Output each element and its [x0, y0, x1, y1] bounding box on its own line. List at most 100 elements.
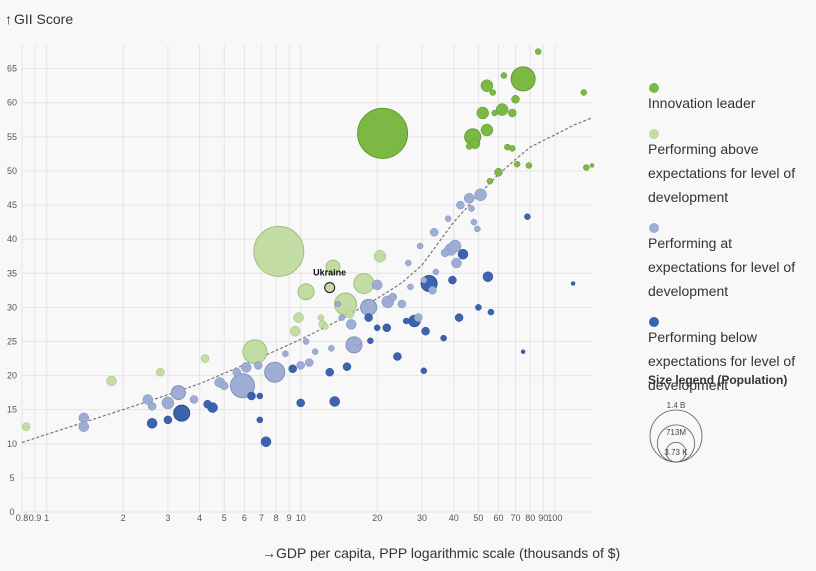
data-point-at[interactable]: [416, 242, 424, 250]
data-point-below[interactable]: [482, 271, 494, 282]
data-point-at[interactable]: [304, 358, 314, 367]
data-point-at[interactable]: [345, 319, 357, 330]
data-point-at[interactable]: [440, 248, 450, 258]
data-point-below[interactable]: [402, 317, 410, 325]
data-point-above[interactable]: [21, 422, 31, 431]
data-point-above[interactable]: [322, 323, 329, 330]
data-point-at[interactable]: [240, 362, 252, 373]
data-point-below[interactable]: [256, 416, 264, 424]
data-point-leader[interactable]: [583, 164, 590, 171]
data-point-leader[interactable]: [476, 106, 489, 120]
data-point-leader[interactable]: [510, 66, 536, 92]
data-point-at[interactable]: [302, 338, 310, 345]
data-point-below[interactable]: [364, 313, 373, 322]
data-point-at[interactable]: [78, 412, 90, 424]
data-point-below[interactable]: [475, 304, 482, 311]
data-point-below[interactable]: [524, 213, 531, 220]
data-point-at[interactable]: [353, 337, 362, 346]
data-point-below[interactable]: [163, 415, 173, 425]
data-point-at[interactable]: [405, 259, 412, 267]
data-point-at[interactable]: [264, 361, 286, 383]
data-point-leader[interactable]: [480, 79, 494, 92]
data-point-at[interactable]: [397, 299, 407, 309]
data-point-below[interactable]: [382, 323, 392, 333]
data-point-below[interactable]: [420, 367, 428, 375]
data-point-leader[interactable]: [511, 95, 520, 104]
data-point-below[interactable]: [260, 436, 272, 447]
data-point-at[interactable]: [170, 385, 186, 401]
data-point-below[interactable]: [520, 349, 526, 354]
data-point-leader[interactable]: [357, 107, 409, 159]
data-point-below[interactable]: [373, 324, 381, 332]
data-point-leader[interactable]: [494, 168, 503, 177]
data-point-above[interactable]: [289, 325, 301, 337]
data-point-leader[interactable]: [534, 48, 542, 55]
data-point-leader[interactable]: [491, 109, 498, 117]
data-point-above[interactable]: [317, 314, 325, 321]
data-point-at[interactable]: [232, 367, 242, 377]
data-point-above[interactable]: [200, 354, 210, 363]
data-point-at[interactable]: [468, 205, 475, 212]
data-point-above[interactable]: [253, 225, 305, 277]
data-point-at[interactable]: [338, 314, 346, 321]
data-point-at[interactable]: [334, 300, 342, 308]
data-point-at[interactable]: [142, 394, 154, 405]
data-point-below[interactable]: [393, 352, 402, 361]
data-point-leader[interactable]: [495, 103, 509, 116]
data-point-leader[interactable]: [489, 89, 497, 96]
data-point-below[interactable]: [457, 248, 469, 260]
data-point-at[interactable]: [282, 350, 289, 358]
data-point-above[interactable]: [334, 292, 357, 316]
data-point-at[interactable]: [311, 348, 319, 355]
data-point-at[interactable]: [230, 373, 255, 399]
data-point-below[interactable]: [448, 275, 457, 285]
data-point-below[interactable]: [256, 392, 264, 400]
data-point-above[interactable]: [242, 339, 268, 365]
data-point-below[interactable]: [325, 367, 334, 377]
data-point-below[interactable]: [570, 281, 576, 286]
data-point-at[interactable]: [456, 200, 465, 210]
data-point-at[interactable]: [420, 276, 428, 284]
data-point-leader[interactable]: [525, 162, 533, 169]
data-point-leader[interactable]: [580, 89, 588, 96]
data-point-above[interactable]: [325, 259, 341, 275]
data-point-leader[interactable]: [486, 177, 494, 185]
data-point-leader[interactable]: [508, 108, 517, 118]
data-point-at[interactable]: [189, 395, 199, 404]
data-point-above[interactable]: [373, 249, 387, 263]
data-point-at[interactable]: [432, 268, 440, 276]
data-point-at[interactable]: [360, 298, 378, 316]
data-point-at[interactable]: [388, 292, 397, 302]
data-point-below[interactable]: [367, 337, 374, 345]
data-point-below[interactable]: [487, 308, 495, 316]
data-point-at[interactable]: [474, 188, 487, 202]
data-point-below[interactable]: [342, 362, 352, 371]
data-point-above[interactable]: [293, 312, 304, 323]
data-point-at[interactable]: [451, 257, 462, 269]
data-point-at[interactable]: [147, 402, 157, 411]
data-point-leader[interactable]: [500, 72, 508, 79]
data-point-at[interactable]: [296, 361, 305, 370]
data-point-leader[interactable]: [509, 145, 516, 152]
data-point-at[interactable]: [448, 239, 462, 253]
data-point-below[interactable]: [146, 418, 158, 429]
data-point-at[interactable]: [371, 279, 383, 291]
data-point-at[interactable]: [470, 218, 478, 226]
data-point-at[interactable]: [428, 286, 437, 295]
data-point-at[interactable]: [429, 228, 439, 237]
data-point-at[interactable]: [253, 361, 263, 370]
data-point-at[interactable]: [444, 215, 452, 222]
data-point-below[interactable]: [203, 399, 212, 409]
data-point-at[interactable]: [219, 381, 229, 391]
data-point-leader[interactable]: [589, 163, 595, 168]
data-point-below[interactable]: [454, 313, 464, 322]
data-point-above[interactable]: [106, 375, 117, 387]
data-point-at[interactable]: [474, 225, 481, 233]
data-point-leader[interactable]: [513, 160, 521, 168]
data-point-leader[interactable]: [480, 123, 494, 137]
data-point-above[interactable]: [297, 283, 315, 301]
data-point-below[interactable]: [173, 404, 191, 422]
data-point-leader[interactable]: [465, 143, 473, 150]
data-point-below[interactable]: [329, 396, 340, 407]
data-point-at[interactable]: [407, 283, 414, 291]
